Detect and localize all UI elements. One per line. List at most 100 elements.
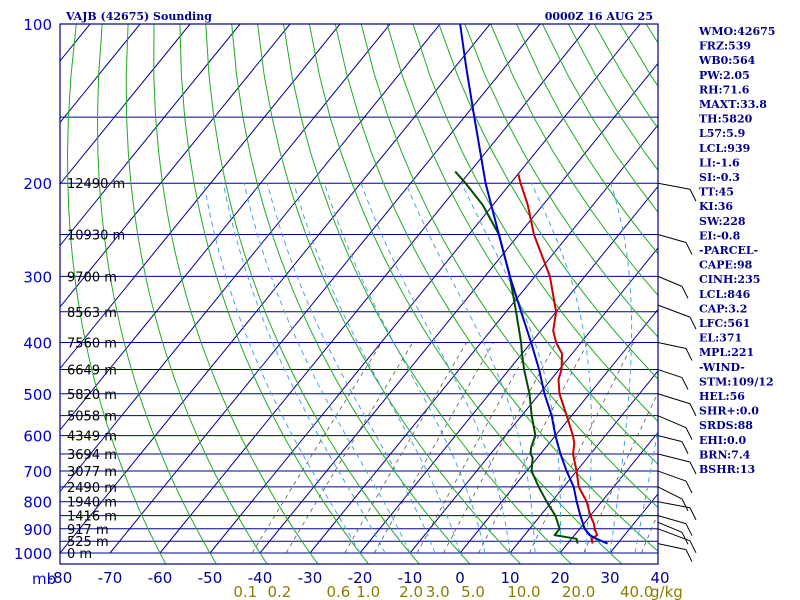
dry-adiabat	[464, 24, 658, 338]
pressure-tick-label: 200	[23, 175, 52, 193]
sounding-lines	[454, 24, 608, 545]
temperature-tick-label: -70	[98, 569, 123, 587]
height-label: 3694 m	[67, 448, 117, 463]
mixing-ratio-line	[528, 342, 634, 554]
index-value: STM:109/12	[699, 375, 774, 388]
dry-adiabat	[231, 24, 471, 564]
wind-barb	[657, 304, 697, 330]
wind-barb	[657, 182, 697, 202]
station-title: VAJB (42675) Sounding	[65, 10, 212, 23]
height-label: 4349 m	[67, 430, 117, 445]
isotherm-line	[60, 24, 241, 247]
dry-adiabat	[205, 24, 420, 564]
pressure-tick-label: 900	[23, 521, 52, 539]
moist-adiabat	[243, 183, 411, 554]
temperature-tick-label: 20	[550, 569, 569, 587]
temperature-tick-label: -30	[298, 569, 323, 587]
isotherm-line	[409, 247, 658, 554]
plot-frame	[59, 23, 659, 565]
dry-adiabat	[283, 24, 572, 564]
height-label: 1940 m	[67, 496, 117, 511]
moist-adiabat	[405, 183, 536, 554]
wind-barb	[657, 501, 697, 520]
mixing-ratio-line	[443, 342, 557, 554]
index-value: -WIND-	[699, 361, 745, 374]
dry-adiabat	[412, 24, 658, 423]
index-value: FRZ:539	[699, 40, 751, 53]
moist-adiabat	[634, 426, 658, 554]
height-label: 3077 m	[67, 465, 117, 480]
index-value: MPL:221	[699, 346, 754, 359]
pressure-tick-label: 300	[23, 268, 52, 286]
mixing-ratio-label: 0.2	[267, 583, 291, 600]
mixing-ratio-label: 0.6	[326, 583, 350, 600]
wind-barb	[657, 543, 693, 562]
series-line-temperature	[517, 173, 599, 544]
temperature-tick-label: -40	[248, 569, 273, 587]
wind-barbs	[657, 182, 697, 562]
temperature-tick-label: -80	[48, 569, 73, 587]
height-label: 525 m	[67, 535, 109, 550]
index-value: EI:-0.8	[699, 229, 741, 242]
index-value: SHR+:0.0	[699, 405, 759, 418]
index-value: WB0:564	[698, 54, 756, 67]
wind-barb	[657, 234, 693, 255]
dry-adiabat	[96, 24, 217, 564]
temperature-tick-label: 0	[455, 569, 465, 587]
isotherm-line	[60, 24, 391, 431]
plot-grid	[60, 24, 800, 564]
isotherm-line	[60, 24, 341, 370]
mixing-ratio-label: 1.0	[356, 583, 380, 600]
mixing-ratio-label: 3.0	[426, 583, 450, 600]
mixing-ratio-line	[285, 342, 414, 554]
moist-adiabat	[203, 183, 361, 554]
index-value: RH:71.6	[699, 83, 750, 96]
mixing-ratio-label: 20.0	[562, 583, 595, 600]
sounding-time: 0000Z 16 AUG 25	[545, 10, 653, 23]
moist-adiabat	[360, 183, 511, 554]
index-value: SW:228	[699, 215, 746, 228]
dry-adiabat	[516, 24, 658, 255]
dry-adiabat	[66, 24, 167, 564]
series-line-parcel	[459, 24, 608, 545]
moist-adiabat	[293, 183, 461, 554]
index-value: -PARCEL-	[699, 244, 758, 257]
mixing-ratio-line	[374, 342, 494, 554]
dry-adiabat	[776, 24, 800, 564]
dry-adiabat	[438, 24, 658, 380]
mixing-ratio-line	[641, 512, 658, 554]
moist-adiabat	[609, 183, 633, 554]
plot-background	[60, 24, 658, 564]
temperature-tick-label: -10	[398, 569, 423, 587]
height-label: 6649 m	[67, 364, 117, 379]
index-value: LI:-1.6	[699, 156, 740, 169]
height-label: 8563 m	[67, 306, 117, 321]
height-label: 2490 m	[67, 481, 117, 496]
wind-barb	[657, 470, 693, 494]
isotherm-line	[559, 431, 658, 554]
wind-barb	[657, 393, 697, 416]
height-label: 9700 m	[67, 270, 117, 285]
height-label: 12490 m	[67, 177, 125, 192]
wind-barb	[657, 435, 689, 454]
index-value: CAPE:98	[699, 259, 753, 272]
dry-adiabat	[257, 24, 522, 564]
mixing-ratio-label: 2.0	[399, 583, 423, 600]
index-value: KI:36	[699, 200, 733, 213]
pressure-tick-label: 1000	[14, 545, 52, 563]
index-value: MAXT:33.8	[699, 98, 767, 111]
wind-barb	[657, 342, 693, 361]
dry-adiabat	[490, 24, 658, 297]
wind-barb	[657, 486, 689, 512]
pressure-tick-label: 400	[23, 335, 52, 353]
isotherm-line	[109, 24, 541, 554]
pressure-tick-label: 100	[23, 16, 52, 34]
isotherm-line	[209, 24, 641, 554]
height-label: 1416 m	[67, 510, 117, 525]
mixing-ratio-line	[344, 342, 467, 554]
moist-adiabat	[530, 182, 593, 554]
isotherm-line	[309, 124, 658, 554]
dry-adiabat	[153, 24, 319, 564]
dry-adiabat	[308, 24, 623, 564]
